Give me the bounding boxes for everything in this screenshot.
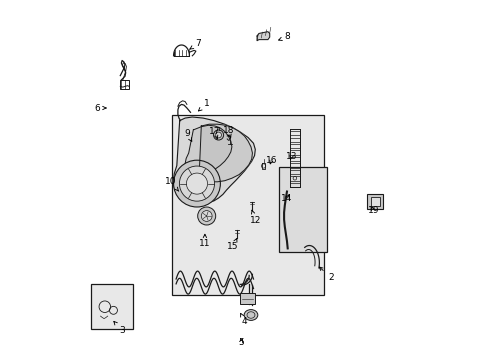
Text: 18: 18 (222, 126, 234, 138)
Circle shape (173, 160, 220, 207)
Text: 16: 16 (265, 156, 277, 165)
Text: 15: 15 (227, 239, 238, 251)
Text: 14: 14 (281, 194, 292, 203)
Text: 19: 19 (367, 206, 378, 215)
Text: 13: 13 (285, 152, 296, 161)
Bar (370, 197, 379, 206)
Bar (240, 293, 254, 304)
Text: 10: 10 (164, 177, 179, 191)
Circle shape (213, 130, 223, 140)
Text: 3: 3 (114, 321, 125, 335)
Text: 17: 17 (209, 127, 220, 139)
Text: 12: 12 (249, 210, 261, 225)
Polygon shape (185, 125, 231, 176)
Circle shape (186, 173, 207, 194)
Text: 8: 8 (278, 32, 290, 41)
Circle shape (201, 211, 212, 221)
Polygon shape (257, 32, 269, 41)
Text: 5: 5 (238, 338, 244, 347)
Bar (120, 80, 129, 89)
Bar (278, 167, 326, 252)
Circle shape (197, 207, 215, 225)
Bar (91, 284, 133, 329)
Polygon shape (173, 117, 255, 203)
Text: 7: 7 (189, 40, 200, 49)
Circle shape (215, 132, 221, 138)
Text: 6: 6 (94, 104, 106, 112)
Bar (172, 115, 323, 295)
Bar (366, 194, 382, 209)
Text: 2: 2 (319, 267, 333, 282)
Ellipse shape (244, 310, 257, 320)
Text: 11: 11 (199, 234, 210, 248)
Polygon shape (198, 124, 252, 182)
Text: 1: 1 (198, 99, 209, 111)
Circle shape (179, 166, 214, 201)
Text: 4: 4 (240, 313, 247, 325)
Text: 9: 9 (183, 129, 191, 141)
